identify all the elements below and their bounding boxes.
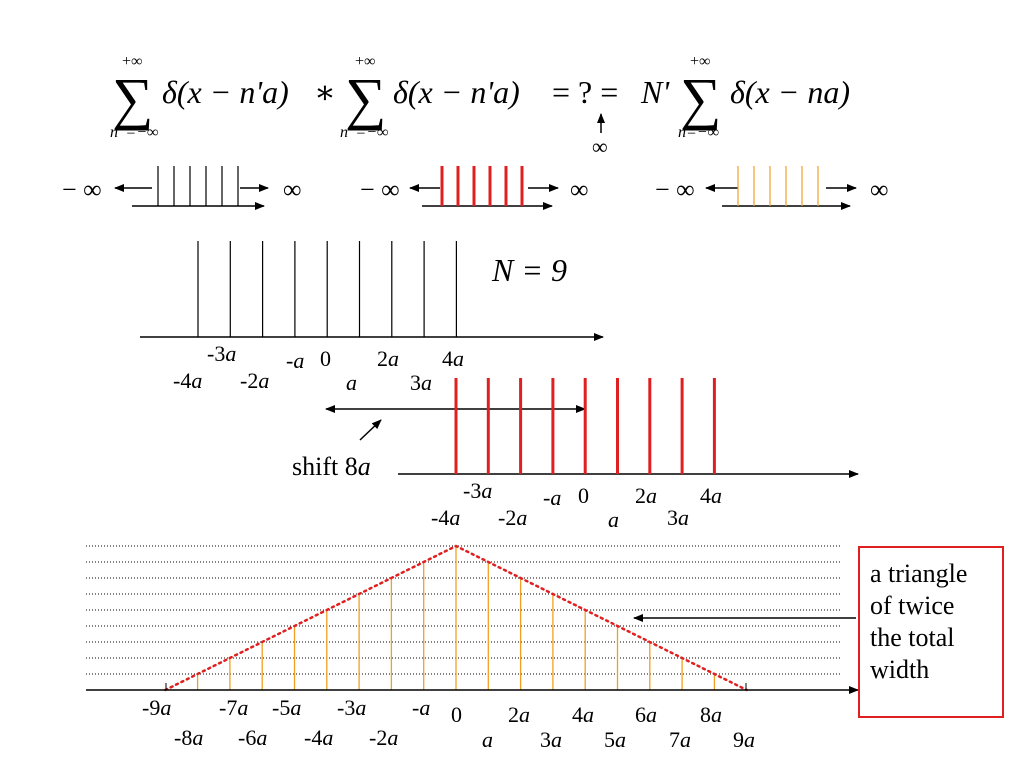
tri-label-nega: -a <box>412 695 430 720</box>
tri-label-0: 0 <box>451 702 462 727</box>
note-line-1: a triangle <box>870 559 968 588</box>
comb-2-spikes <box>454 378 716 474</box>
mini-train-2-left-label: − ∞ <box>360 175 400 204</box>
mini-train-3-spikes <box>737 166 819 206</box>
comb-1-label-a: a <box>346 370 357 395</box>
comb-1-label-3a: 3a <box>410 370 432 395</box>
comb-1-label-nega: -a <box>286 348 304 373</box>
mini-train-1-right-label: ∞ <box>283 175 302 204</box>
n-prime-factor: N' <box>640 74 670 110</box>
note-line-3: the total <box>870 623 955 652</box>
triangle-dotted-gridlines <box>86 545 840 675</box>
triangle-spikes <box>196 546 716 690</box>
tri-label-neg7a: -7a <box>219 695 248 720</box>
shift-annotation: shift 8a <box>292 405 586 481</box>
note-line-4: width <box>870 655 930 684</box>
tri-label-9a: 9a <box>733 727 755 752</box>
sum1-upper-limit: +∞ <box>122 53 142 70</box>
comb-1: N = 9 -3a -a 0 2a 4a -4a -2a a 3a <box>140 241 604 395</box>
tri-label-6a: 6a <box>635 702 657 727</box>
comb-2-label-neg4a: -4a <box>431 505 460 530</box>
mini-train-1-left-label: − ∞ <box>62 175 102 204</box>
tri-label-3a: 3a <box>540 727 562 752</box>
tri-label-neg2a: -2a <box>369 725 398 750</box>
tri-label-8a: 8a <box>700 702 722 727</box>
comb-1-label-neg2a: -2a <box>240 368 269 393</box>
comb-1-label-neg3a: -3a <box>207 341 236 366</box>
sum2-lower-limit: n' =−∞ <box>340 124 388 141</box>
tri-label-neg4a: -4a <box>304 725 333 750</box>
comb-2-label-a: a <box>608 507 619 532</box>
comb-2-labels: -3a -a 0 2a 4a -4a -2a a 3a <box>431 478 722 532</box>
tri-label-neg8a: -8a <box>174 725 203 750</box>
tri-label-7a: 7a <box>669 727 691 752</box>
triangle-outline <box>164 544 748 692</box>
comb-1-spikes <box>197 241 457 337</box>
note-line-2: of twice <box>870 591 955 620</box>
equals-question: = ? = <box>552 74 618 110</box>
mini-train-3-right-label: ∞ <box>870 175 889 204</box>
comb-1-label-4a: 4a <box>442 346 464 371</box>
tri-label-neg6a: -6a <box>238 725 267 750</box>
mini-train-2: − ∞ ∞ <box>360 166 589 210</box>
sum1-lower-limit: n' =−∞ <box>110 124 158 141</box>
shift-label: shift 8a <box>292 452 371 481</box>
shift-pointer-arrow <box>359 419 382 441</box>
n-value-label: N = 9 <box>491 252 567 288</box>
sum3-sigma: ∑ <box>680 66 721 131</box>
mini-train-1-spikes <box>157 166 239 206</box>
comb-2-label-4a: 4a <box>700 483 722 508</box>
sum3-upper-limit: +∞ <box>690 53 710 70</box>
tri-label-neg3a: -3a <box>337 695 366 720</box>
sum3-term: δ(x − na) <box>730 74 850 110</box>
tri-label-a: a <box>482 727 493 752</box>
sum2-sigma: ∑ <box>345 66 386 131</box>
tri-label-neg9a: -9a <box>142 695 171 720</box>
tri-label-neg5a: -5a <box>272 695 301 720</box>
comb-2-label-3a: 3a <box>667 505 689 530</box>
sum1-sigma: ∑ <box>112 66 153 131</box>
tri-label-5a: 5a <box>604 727 626 752</box>
comb-2-label-neg3a: -3a <box>463 478 492 503</box>
sum2-term: δ(x − n'a) <box>393 74 520 110</box>
tri-label-2a: 2a <box>508 702 530 727</box>
sum1-term: δ(x − n'a) <box>162 74 289 110</box>
comb-2-label-0: 0 <box>578 483 589 508</box>
triangle-result: -9a -7a -5a -3a -a 0 2a 4a 6a 8a -8a -6a… <box>86 544 859 752</box>
comb-2-label-neg2a: -2a <box>498 505 527 530</box>
infinity-under-question: ∞ <box>592 134 608 159</box>
comb-1-label-0: 0 <box>320 346 331 371</box>
sum2-upper-limit: +∞ <box>355 53 375 70</box>
mini-train-1: − ∞ ∞ <box>62 166 302 210</box>
sum3-lower-limit: n=−∞ <box>678 124 719 141</box>
mini-train-3: − ∞ ∞ <box>655 166 889 210</box>
convolution-operator: ∗ <box>314 74 336 110</box>
comb-1-labels: -3a -a 0 2a 4a -4a -2a a 3a <box>173 341 464 395</box>
convolution-equation: +∞ ∑ n' =−∞ δ(x − n'a) ∗ +∞ ∑ n' =−∞ δ(x… <box>110 53 850 159</box>
mini-train-3-left-label: − ∞ <box>655 175 695 204</box>
comb-2: -3a -a 0 2a 4a -4a -2a a 3a <box>398 378 859 532</box>
mini-train-2-right-label: ∞ <box>570 175 589 204</box>
comb-1-label-2a: 2a <box>377 346 399 371</box>
comb-1-label-neg4a: -4a <box>173 368 202 393</box>
mini-train-2-spikes <box>440 166 524 206</box>
tri-label-4a: 4a <box>572 702 594 727</box>
comb-2-label-nega: -a <box>543 485 561 510</box>
comb-2-label-2a: 2a <box>635 483 657 508</box>
triangle-note-box: a triangle of twice the total width <box>858 546 1004 718</box>
triangle-labels: -9a -7a -5a -3a -a 0 2a 4a 6a 8a -8a -6a… <box>142 695 755 752</box>
